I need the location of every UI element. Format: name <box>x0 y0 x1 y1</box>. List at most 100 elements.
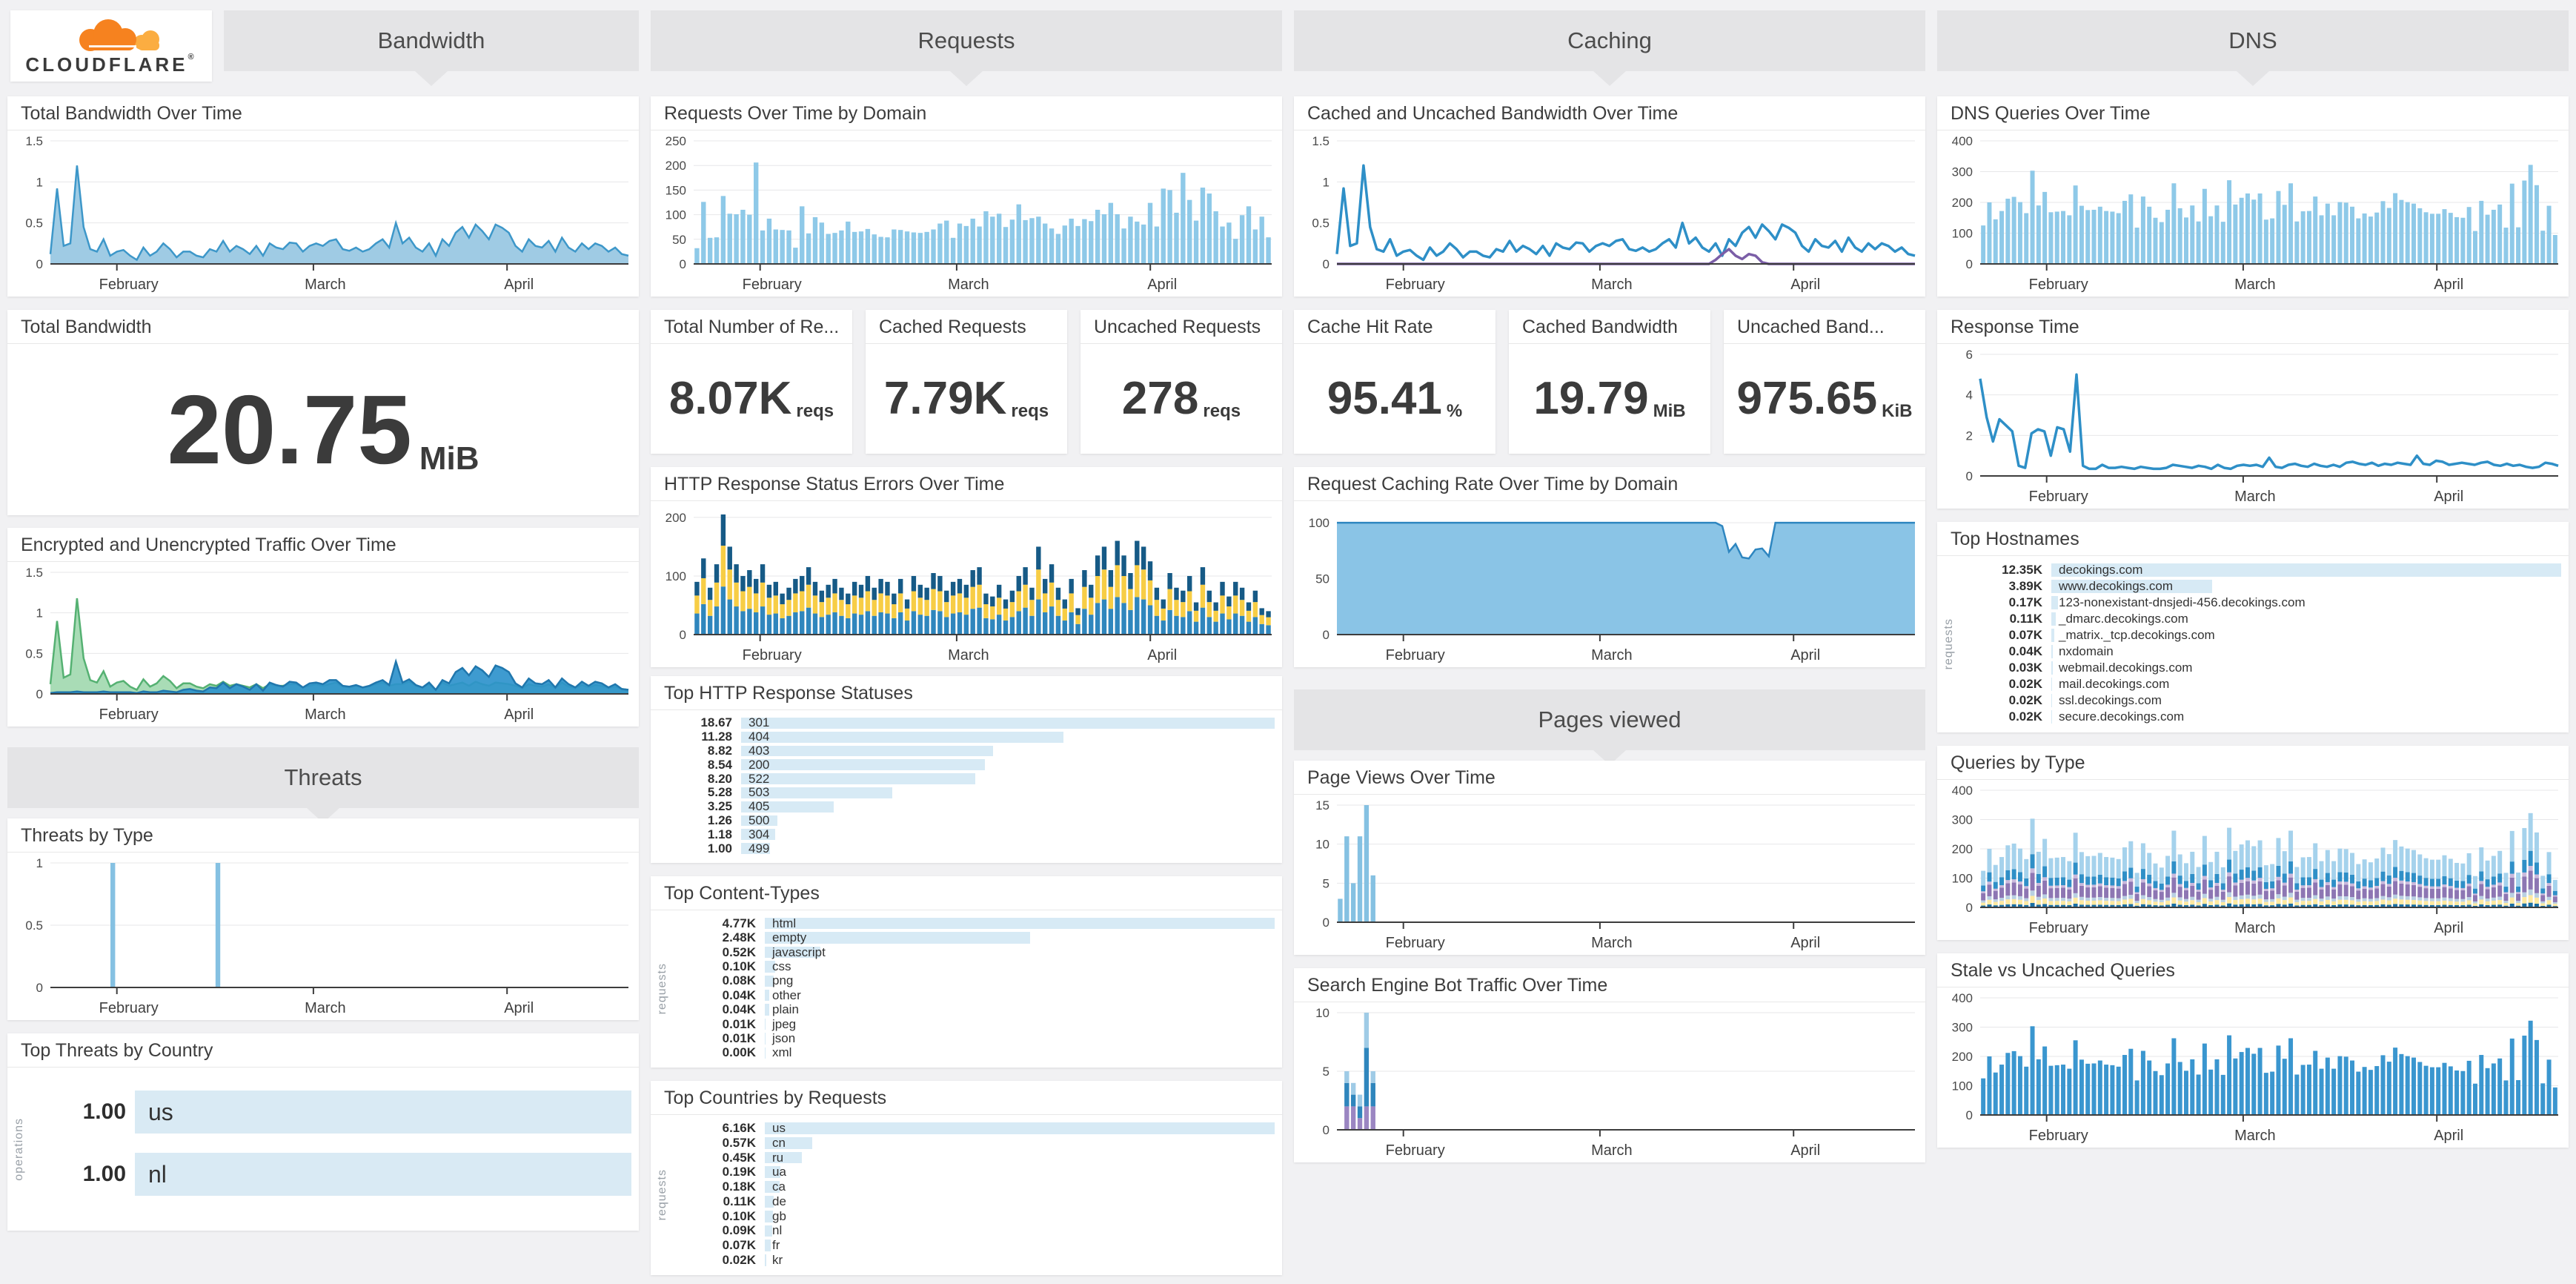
chart-cached-uncached-bandwidth: 0 0.5 1 1.5 February March April <box>1294 130 1925 297</box>
svg-text:1: 1 <box>1323 175 1330 189</box>
list-row: 5.28 503 <box>658 785 1275 799</box>
row-value: 0.04K <box>722 1002 756 1017</box>
stat-unit: % <box>1446 401 1463 422</box>
panel-top-countries: Top Countries by Requests requests 6.16K… <box>651 1081 1282 1275</box>
svg-text:March: March <box>948 647 989 663</box>
total-bandwidth-unit: MiB <box>419 440 479 477</box>
svg-text:April: April <box>1790 1142 1820 1159</box>
svg-text:400: 400 <box>1952 134 1973 148</box>
row-label: xml <box>772 1045 792 1060</box>
row-value: 0.08K <box>722 973 756 988</box>
svg-text:200: 200 <box>1952 1050 1973 1064</box>
chart-requests-over-time: 0 50 100 150 200 250 February March April <box>651 130 1282 297</box>
panel-stale-uncached-queries: Stale vs Uncached Queries 0 100 200 300 400 F… <box>1937 953 2569 1148</box>
svg-text:February: February <box>1386 647 1445 663</box>
svg-text:10: 10 <box>1315 838 1330 852</box>
row-label: decokings.com <box>2059 563 2143 577</box>
list-row: 0.02K mail.decokings.com <box>1968 677 2561 692</box>
svg-text:50: 50 <box>1315 572 1330 586</box>
cloudflare-logo[interactable]: CLOUDFLARE ® <box>10 10 212 82</box>
row-value: 0.52K <box>722 944 756 959</box>
stat-uncached-requests: Uncached Requests 278 reqs <box>1080 310 1282 454</box>
svg-text:February: February <box>743 647 802 663</box>
svg-text:0.5: 0.5 <box>25 919 43 933</box>
svg-text:February: February <box>1386 277 1445 293</box>
row-value: 0.17K <box>2008 595 2042 609</box>
panel-http-errors-over-time: HTTP Response Status Errors Over Time 0 1… <box>651 467 1282 667</box>
y-axis-label: operations <box>13 1117 25 1181</box>
stat-unit: reqs <box>796 401 834 422</box>
row-bar <box>765 1018 766 1030</box>
row-value: 1.00 <box>82 1162 126 1186</box>
row-bar <box>765 990 769 1002</box>
row-label: _matrix._tcp.decokings.com <box>2059 628 2215 642</box>
svg-text:15: 15 <box>1315 798 1330 813</box>
svg-text:1: 1 <box>36 856 43 870</box>
svg-text:March: March <box>948 277 989 293</box>
row-value: 0.07K <box>722 1238 756 1253</box>
svg-text:February: February <box>99 1000 159 1016</box>
svg-text:February: February <box>99 706 159 723</box>
panel-title: Cached and Uncached Bandwidth Over Time <box>1294 96 1925 130</box>
row-bar <box>741 731 1063 743</box>
row-label: 301 <box>748 715 770 730</box>
row-label: 200 <box>748 757 770 772</box>
list-row: 3.25 405 <box>658 799 1275 813</box>
svg-text:400: 400 <box>1952 991 1973 1005</box>
row-label: mail.decokings.com <box>2059 677 2170 691</box>
panel-requests-over-time: Requests Over Time by Domain 0 50 100 150 20… <box>651 96 1282 297</box>
panel-title: Page Views Over Time <box>1294 761 1925 795</box>
svg-text:150: 150 <box>665 183 686 197</box>
row-value: 3.89K <box>2008 579 2042 593</box>
row-bar <box>765 961 776 973</box>
row-bar <box>741 787 892 798</box>
row-bar <box>765 975 774 987</box>
list-row: 0.03K webmail.decokings.com <box>1968 661 2561 675</box>
svg-text:0.5: 0.5 <box>25 216 43 231</box>
cloudflare-cloud-icon <box>79 19 159 51</box>
svg-text:400: 400 <box>1952 784 1973 798</box>
svg-text:0: 0 <box>1966 901 1973 915</box>
panel-title: HTTP Response Status Errors Over Time <box>651 467 1282 501</box>
row-value: 1.26 <box>707 813 732 827</box>
svg-text:March: March <box>1591 1142 1633 1159</box>
row-bar <box>765 1181 780 1193</box>
svg-text:300: 300 <box>1952 813 1973 827</box>
list-row: 6.16K us <box>682 1121 1275 1135</box>
panel-request-caching-rate: Request Caching Rate Over Time by Domain… <box>1294 467 1925 667</box>
list-top-hostnames: 12.35K decokings.com 3.89K www.decokings.co… <box>1968 562 2561 725</box>
row-bar <box>741 843 770 854</box>
row-value: 12.35K <box>2002 563 2042 577</box>
row-label: html <box>772 916 797 930</box>
svg-text:0: 0 <box>1966 1108 1973 1122</box>
panel-top-threats-by-country: Top Threats by Country operations 1.00 us… <box>7 1033 639 1231</box>
row-bar <box>2051 694 2053 707</box>
svg-text:0: 0 <box>1323 257 1330 271</box>
section-header-threats: Threats <box>7 747 639 823</box>
list-row: 0.02K kr <box>682 1253 1275 1267</box>
panel-cached-uncached-bandwidth: Cached and Uncached Bandwidth Over Time … <box>1294 96 1925 297</box>
svg-text:April: April <box>1147 647 1177 663</box>
svg-text:1: 1 <box>36 606 43 621</box>
svg-text:0: 0 <box>680 257 686 271</box>
list-row: 0.04K plain <box>682 1002 1275 1017</box>
panel-title: Search Engine Bot Traffic Over Time <box>1294 968 1925 1002</box>
stat-value: 7.79K <box>883 372 1007 424</box>
registered-mark: ® <box>187 53 197 62</box>
column-dns: DNS DNS Queries Over Time 0 100 200 300 400 F… <box>1937 0 2569 1284</box>
svg-text:2: 2 <box>1966 428 1973 443</box>
svg-text:February: February <box>2029 489 2088 505</box>
svg-text:200: 200 <box>665 159 686 173</box>
row-bar <box>765 1166 781 1179</box>
svg-text:0.5: 0.5 <box>1312 216 1330 231</box>
svg-text:0: 0 <box>36 687 43 701</box>
list-row: 0.02K secure.decokings.com <box>1968 709 2561 724</box>
row-label: css <box>772 959 791 973</box>
row-label: us <box>148 1098 173 1125</box>
stat-value: 19.79 <box>1533 372 1649 424</box>
chart-encrypted-unencrypted-traffic: 0 0.5 1 1.5 February March April <box>7 562 639 727</box>
svg-text:March: March <box>1591 935 1633 951</box>
section-header-caching: Caching <box>1294 10 1925 86</box>
panel-title: DNS Queries Over Time <box>1937 96 2569 130</box>
row-bar <box>765 946 820 959</box>
